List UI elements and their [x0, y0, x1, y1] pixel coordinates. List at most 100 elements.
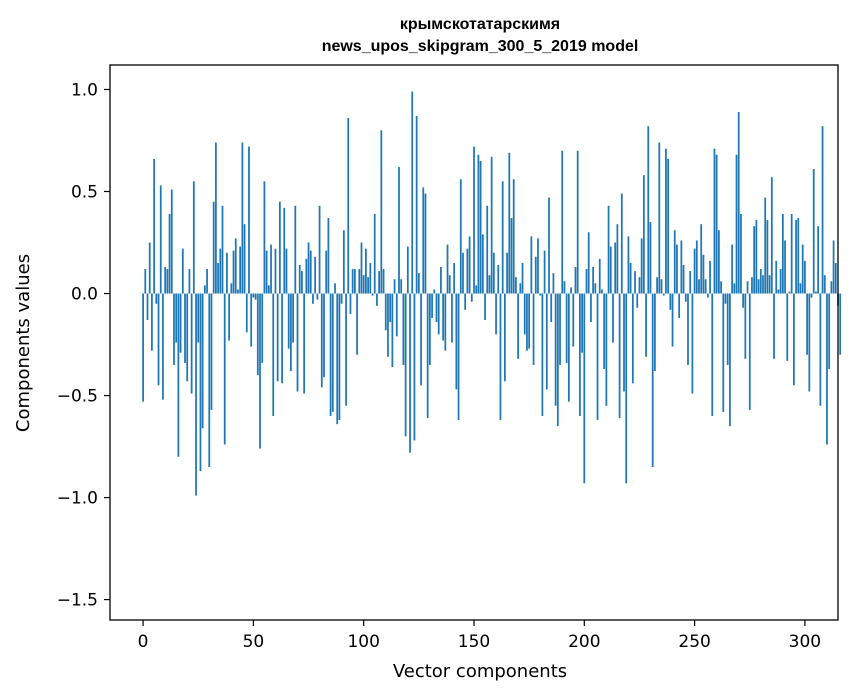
- bar: [773, 293, 775, 359]
- bar: [188, 269, 191, 294]
- bar: [219, 248, 222, 294]
- bar: [786, 293, 789, 361]
- bar: [393, 279, 396, 294]
- bar: [448, 275, 451, 294]
- bar: [764, 197, 767, 294]
- bar: [770, 177, 773, 294]
- y-tick-label: −0.5: [57, 387, 98, 407]
- bar: [673, 230, 676, 294]
- bar: [217, 262, 219, 294]
- bar: [437, 293, 440, 335]
- bar: [609, 246, 612, 294]
- bar: [572, 293, 575, 347]
- bar: [276, 293, 279, 382]
- bar: [373, 213, 376, 294]
- bar: [799, 283, 802, 294]
- bar: [263, 181, 266, 294]
- bar: [466, 248, 469, 294]
- y-tick-label: 1.0: [71, 80, 98, 100]
- bar: [435, 293, 438, 323]
- bar: [340, 293, 343, 304]
- x-tick-label: 100: [347, 632, 379, 652]
- bar: [717, 230, 720, 294]
- bar: [303, 293, 306, 394]
- bar: [148, 242, 151, 294]
- bar: [261, 293, 264, 363]
- bar: [413, 293, 416, 441]
- bar: [757, 279, 760, 294]
- bar: [812, 169, 815, 294]
- bar: [455, 293, 458, 390]
- bar: [658, 142, 661, 294]
- bar: [565, 293, 568, 363]
- bar: [629, 262, 632, 294]
- bar: [579, 293, 581, 416]
- bar: [312, 293, 314, 304]
- bar: [729, 293, 731, 427]
- bar: [223, 293, 226, 445]
- bar: [492, 252, 495, 294]
- bar: [506, 252, 508, 294]
- bar: [499, 293, 502, 421]
- bar: [345, 293, 347, 406]
- bar: [170, 189, 173, 294]
- bar: [790, 213, 793, 294]
- bar: [237, 289, 239, 294]
- bar: [479, 160, 482, 294]
- bar: [788, 291, 791, 294]
- bar: [378, 271, 381, 294]
- bar: [711, 293, 714, 416]
- bar: [638, 277, 641, 294]
- bar: [751, 277, 753, 294]
- bar: [382, 269, 385, 294]
- chart-title-line2: news_upos_skipgram_300_5_2019 model: [322, 38, 639, 55]
- bar: [642, 175, 645, 294]
- bar: [521, 262, 524, 294]
- bar: [272, 293, 275, 416]
- bar: [552, 273, 555, 294]
- bar: [281, 293, 283, 384]
- bar: [287, 293, 290, 349]
- bar: [442, 293, 444, 341]
- bar: [320, 293, 323, 388]
- bar: [559, 293, 561, 365]
- bar: [175, 293, 178, 343]
- bar: [598, 258, 601, 294]
- y-axis: −1.5 −1.0 −0.5 0.0 0.5 1.0: [57, 80, 110, 611]
- bar: [695, 240, 698, 294]
- bar: [327, 218, 330, 294]
- bar: [587, 232, 590, 294]
- bar: [665, 148, 667, 294]
- bar: [177, 293, 180, 457]
- bar: [192, 181, 195, 294]
- bar: [627, 236, 630, 294]
- bar: [353, 269, 356, 294]
- bar: [724, 293, 727, 304]
- bar: [530, 236, 533, 294]
- bar: [678, 293, 681, 319]
- bar: [351, 269, 354, 294]
- bar: [301, 271, 303, 294]
- bar: [296, 293, 299, 392]
- bar: [250, 293, 253, 347]
- chart-title-line1: крымскотатарскимя: [400, 16, 560, 33]
- bar: [806, 293, 808, 355]
- y-tick-label: 0.5: [71, 183, 98, 203]
- y-tick-label: 0.0: [71, 285, 98, 305]
- bar: [561, 150, 564, 294]
- bar: [457, 293, 460, 421]
- bar: [159, 185, 162, 294]
- bar: [667, 158, 670, 294]
- bar: [762, 275, 764, 294]
- bar: [329, 293, 332, 416]
- bar: [623, 293, 625, 392]
- bar: [596, 293, 599, 421]
- bar: [501, 181, 504, 294]
- bar: [766, 220, 769, 294]
- bar: [680, 240, 683, 294]
- bar: [259, 293, 261, 449]
- bar: [537, 238, 539, 294]
- bar: [605, 293, 608, 406]
- bar: [815, 291, 817, 294]
- bar: [484, 293, 486, 321]
